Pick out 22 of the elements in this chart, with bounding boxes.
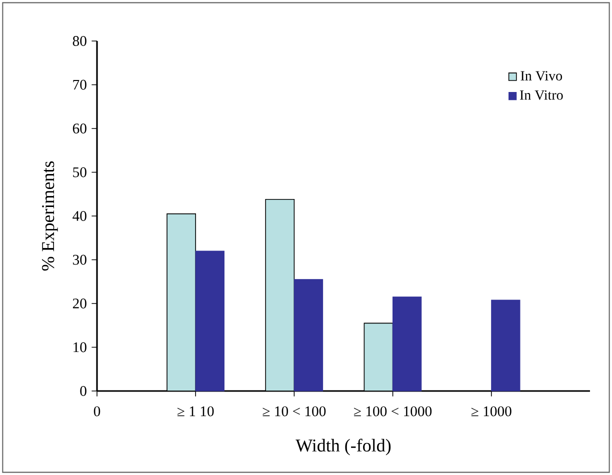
y-tick-label: 30 [73, 254, 86, 265]
y-tick-label: 40 [72, 211, 86, 221]
x-tick-label: ≥ 1000 [471, 406, 512, 416]
y-tick-label: 0 [80, 386, 86, 396]
bar [392, 296, 422, 392]
bar [491, 300, 520, 392]
legend-label: In Vitro [520, 90, 563, 100]
y-tick-label: 50 [73, 167, 86, 178]
x-tick-label: ≥ 100 < 1000 [354, 406, 432, 416]
x-tick-label: ≥ 10 < 100 [262, 406, 326, 416]
x-tick-label: ≥ 1 10 [178, 406, 214, 416]
legend-label: In Vivo [520, 71, 562, 81]
y-tick-label: 20 [72, 298, 86, 308]
y-tick-label: 70 [73, 80, 86, 90]
bar [294, 279, 324, 392]
y-axis-title: % Experiments [42, 161, 58, 271]
y-tick-label: 80 [72, 36, 86, 46]
y-tick-label: 60 [72, 124, 86, 134]
bar [195, 250, 224, 392]
x-axis-title: Width (-fold) [296, 438, 391, 456]
x-tick-label: 0 [94, 406, 100, 416]
y-tick-label: 10 [74, 342, 86, 352]
